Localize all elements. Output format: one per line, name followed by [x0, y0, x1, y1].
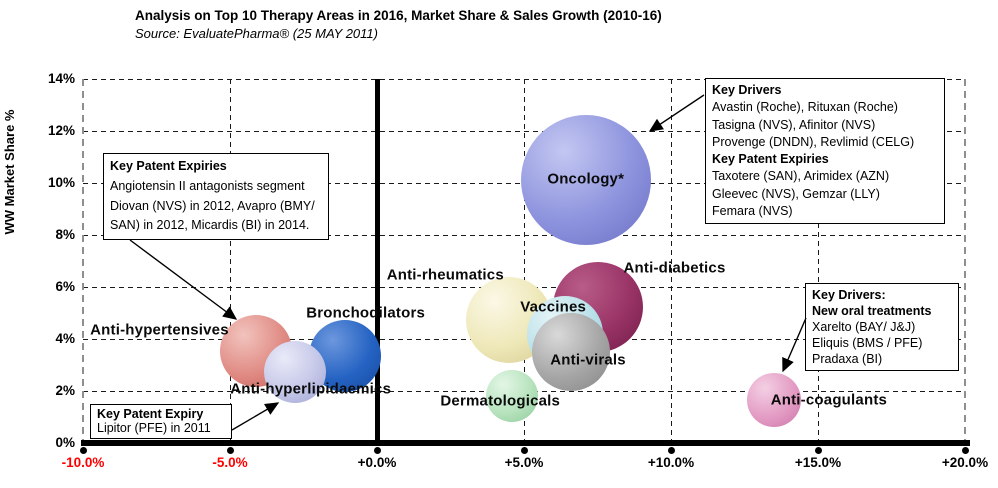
y-tick-label-4: 4% [55, 331, 75, 346]
annotation-line: Diovan (NVS) in 2012, Avapro (BMY/ [110, 198, 315, 213]
annotation-line: Taxotere (SAN), Arimidex (AZN) [712, 169, 890, 184]
bubble-label-anti-rheumatics: Anti-rheumatics [386, 266, 504, 283]
annotation-line: Gleevec (NVS), Gemzar (LLY) [712, 186, 880, 201]
annotation-line: Lipitor (PFE) in 2011 [97, 420, 211, 435]
x-tick-label-5: +5.0% [504, 455, 544, 470]
annotation-line: Key Drivers: [812, 288, 886, 302]
x-tick-label--5: -5.0% [212, 455, 248, 470]
chart-title: Analysis on Top 10 Therapy Areas in 2016… [135, 8, 662, 23]
annotation-line: Xarelto (BAY/ J&J) [812, 320, 916, 334]
annotation-line: Key Patent Expiries [712, 152, 829, 166]
x-tick-dot--10 [79, 447, 87, 454]
y-tick-label-14: 14% [47, 71, 75, 86]
annotation-line: Avastin (Roche), Rituxan (Roche) [712, 100, 898, 115]
plot-border-right [964, 79, 966, 443]
annotation-line: Key Drivers [712, 83, 782, 97]
bubble-label-anti-diabetics: Anti-diabetics [623, 259, 726, 276]
annotation-line: Provenge (DNDN), Revlimid (CELG) [712, 134, 915, 149]
x-zero-axis-line [374, 79, 380, 446]
bubble-label-bronchodilators: Bronchodilators [306, 304, 426, 322]
annotation-line: New oral treatments [812, 304, 932, 318]
chart-subtitle: Source: EvaluatePharma® (25 MAY 2011) [135, 26, 378, 41]
y-tick-label-0: 0% [55, 435, 75, 450]
annotation-line: Key Patent Expiries [110, 159, 227, 173]
y-axis-title: WW Market Share % [2, 109, 17, 235]
bubble-dermatologicals [486, 370, 539, 423]
bubble-label-dermatologicals: Dermatologicals [440, 392, 561, 410]
bubble-label-anti-hypertensives: Anti-hypertensives [90, 321, 229, 339]
y-tick-label-10: 10% [47, 175, 75, 190]
bubble-label-oncology: Oncology* [547, 170, 625, 188]
x-tick-dot-20 [961, 447, 969, 454]
annotation-line: Femara (NVS) [712, 203, 793, 218]
annotation-line: Angiotensin II antagonists segment [110, 178, 305, 193]
x-tick-label-15: +15.0% [794, 455, 842, 470]
arrow-key-drivers-anticoagulants [782, 317, 807, 373]
bubble-label-vaccines: Vaccines [520, 298, 587, 316]
x-tick-dot--5 [226, 447, 234, 454]
annotation-line: Eliquis (BMS / PFE) [812, 336, 923, 350]
annotation-line: SAN) in 2012, Micardis (BI) in 2014. [110, 218, 310, 233]
y-tick-label-2: 2% [55, 383, 75, 398]
x-axis-line [81, 440, 970, 446]
annotation-line: Key Patent Expiry [97, 407, 204, 421]
plot-border-left [82, 79, 84, 443]
annotation-box-key-drivers-oncology: Key Drivers Avastin (Roche), Rituxan (Roc… [705, 78, 945, 224]
annotation-line: Tasigna (NVS), Afinitor (NVS) [712, 117, 876, 132]
arrow-key-patent-expiry-lipitor [231, 402, 280, 431]
y-tick-label-12: 12% [47, 123, 75, 138]
bubble-label-anti-virals: Anti-virals [550, 351, 626, 369]
bubble-label-anti-hyperlipidaemics: Anti-hyperlipidaemics [230, 380, 392, 397]
arrow-key-patent-expiries-antihypertensives [129, 239, 238, 320]
annotation-box-key-drivers-anticoagulants: Key Drivers: New oral treatments Xarelto (… [805, 283, 959, 371]
annotation-box-key-patent-expiry-lipitor: Key Patent Expiry Lipitor (PFE) in 2011 [90, 404, 232, 439]
gridline-v-10 [670, 79, 672, 443]
y-tick-label-6: 6% [55, 279, 75, 294]
bubble-anti-coagulants [746, 373, 801, 428]
x-tick-label-0: +0.0% [357, 455, 397, 470]
gridline-v-15 [817, 79, 819, 443]
annotation-box-key-patent-expiries-antihypertensives: Key Patent Expiries Angiotensin II antago… [103, 153, 329, 240]
x-tick-dot-0 [373, 447, 381, 454]
x-tick-dot-10 [667, 447, 675, 454]
gridline-v-5 [523, 79, 525, 443]
y-tick-label-8: 8% [55, 227, 75, 242]
x-tick-label-20: +20.0% [941, 455, 989, 470]
annotation-line: Pradaxa (BI) [812, 352, 883, 366]
x-tick-label--10: -10.0% [61, 455, 105, 470]
bubble-label-anti-coagulants: Anti-coagulants [770, 391, 888, 409]
x-tick-dot-15 [814, 447, 822, 454]
arrow-key-drivers-oncology [648, 94, 705, 132]
x-tick-label-10: +10.0% [647, 455, 695, 470]
x-tick-dot-5 [520, 447, 528, 454]
bubble-anti-hyperlipidaemics [263, 340, 326, 403]
bubble-anti-virals [532, 313, 611, 391]
bubble-oncology [520, 115, 651, 246]
